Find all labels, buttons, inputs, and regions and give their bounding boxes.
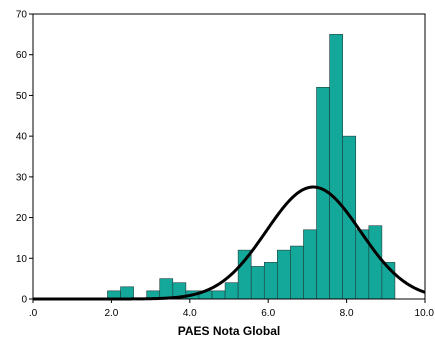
histogram-bar-16	[329, 34, 343, 300]
histogram-bar-7	[211, 290, 226, 300]
histogram-bar-9	[237, 249, 252, 300]
y-tick-label: 70	[16, 10, 28, 21]
histogram-bar-13	[290, 245, 304, 300]
y-tick-label: 40	[16, 132, 28, 143]
histogram-bar-19	[368, 225, 383, 300]
y-tick-label: 10	[16, 254, 28, 265]
histogram-bar-12	[277, 249, 291, 300]
y-tick-label: 0	[21, 295, 27, 306]
y-tick-label: 20	[16, 213, 28, 224]
y-tick-label: 60	[16, 50, 28, 61]
histogram-bar-8	[224, 282, 239, 300]
histogram-bar-3	[159, 278, 174, 300]
histogram-bar-10	[250, 266, 265, 300]
y-tick-label: 50	[16, 91, 28, 102]
x-tick-label: .0	[29, 308, 38, 319]
y-tick-label: 30	[16, 172, 28, 183]
x-tick-label: 8.0	[340, 308, 354, 319]
x-tick-label: 2.0	[104, 308, 118, 319]
histogram-bar-1	[120, 286, 134, 300]
bars-layer	[107, 34, 396, 300]
x-tick-label: 4.0	[183, 308, 197, 319]
x-axis-title: PAES Nota Global	[178, 324, 280, 338]
x-tick-label: 10.0	[415, 308, 435, 319]
histogram-bar-11	[263, 262, 278, 300]
plot-frame	[32, 13, 426, 300]
labels-layer: 0 10 20 30 40 50 60 70 .0 2.0 4.0 6.0 8.0 10.0	[16, 10, 435, 320]
x-tick-label: 6.0	[261, 308, 275, 319]
histogram-bar-14	[303, 229, 317, 300]
axes-layer	[29, 13, 426, 303]
